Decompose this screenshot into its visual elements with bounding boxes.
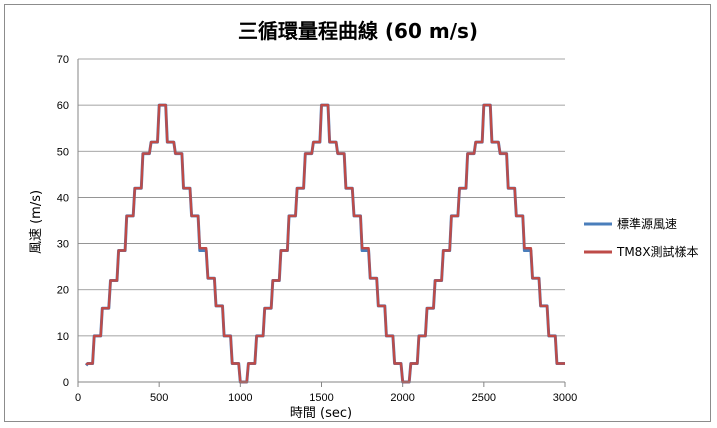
chart-frame (4, 4, 711, 422)
series-group (84, 103, 565, 384)
y-tick-labels: 0 10 20 30 40 50 60 70 (57, 54, 69, 389)
grid-lines (78, 58, 565, 337)
x-tick-label: 500 (150, 392, 168, 404)
legend: 標準源風速 TM8X測試樣本 (584, 216, 699, 259)
chart-title: 三循環量程曲線 (60 m/s) (238, 19, 478, 43)
legend-label-series-1: 標準源風速 (617, 216, 677, 231)
y-tick-label: 30 (57, 239, 69, 251)
y-tick-label: 50 (57, 146, 69, 158)
y-tick-label: 10 (57, 331, 69, 343)
x-tick-label: 1500 (309, 392, 333, 404)
x-tick-labels: 0 500 1000 1500 2000 2500 3000 (75, 382, 577, 404)
x-tick-label: 3000 (553, 392, 577, 404)
y-tick-label: 60 (57, 100, 69, 112)
x-tick-label: 1000 (228, 392, 252, 404)
x-tick-label: 2000 (390, 392, 414, 404)
x-tick-label: 0 (75, 392, 81, 404)
y-tick-label: 0 (63, 377, 69, 389)
series-line-2 (85, 103, 565, 384)
y-tick-label: 70 (57, 54, 69, 66)
x-axis-label: 時間 (sec) (290, 406, 352, 421)
legend-label-series-2: TM8X測試樣本 (616, 244, 699, 259)
x-tick-label: 2500 (472, 392, 496, 404)
y-tick-label: 40 (57, 192, 69, 204)
y-tick-label: 20 (57, 285, 69, 297)
y-axis-label: 風速 (m/s) (29, 190, 44, 254)
